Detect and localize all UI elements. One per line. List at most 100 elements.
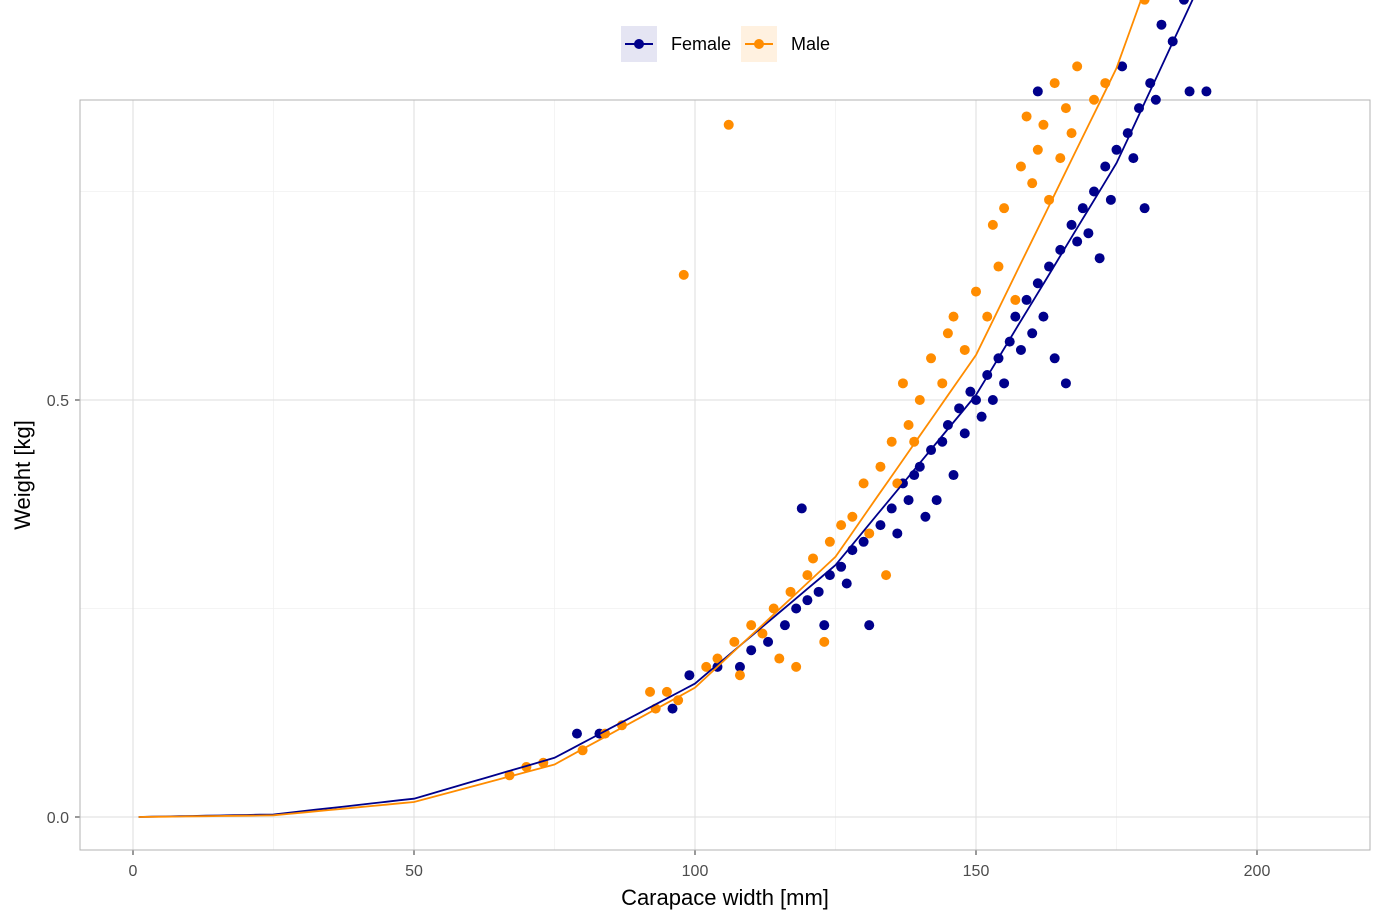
data-point — [1105, 194, 1116, 205]
data-point — [993, 261, 1004, 272]
data-point — [1015, 344, 1026, 355]
data-point — [948, 311, 959, 322]
data-point — [645, 686, 656, 697]
data-point — [1089, 94, 1100, 105]
data-point — [1117, 61, 1128, 72]
fit-line-female — [138, 0, 1194, 818]
data-point — [987, 219, 998, 230]
data-point — [684, 670, 695, 681]
data-point — [796, 503, 807, 514]
data-point — [813, 586, 824, 597]
x-tick-label: 100 — [682, 863, 709, 880]
data-point — [1156, 19, 1167, 30]
data-point — [892, 528, 903, 539]
data-point — [1010, 311, 1021, 322]
data-point — [937, 378, 948, 389]
data-point — [819, 636, 830, 647]
data-point — [903, 495, 914, 506]
data-point — [864, 620, 875, 631]
fit-line-male — [138, 0, 1142, 818]
data-point — [785, 586, 796, 597]
data-point — [661, 686, 672, 697]
data-point — [779, 620, 790, 631]
legend-item-male: Male — [741, 26, 830, 62]
data-point — [914, 461, 925, 472]
data-point — [836, 561, 847, 572]
data-point — [937, 436, 948, 447]
data-point — [1060, 378, 1071, 389]
data-point — [1032, 86, 1043, 97]
data-point — [723, 119, 734, 130]
data-point — [954, 403, 965, 414]
plot-panel — [80, 100, 1370, 850]
y-tick-label: 0.5 — [47, 393, 69, 410]
data-point — [819, 620, 830, 631]
data-point — [982, 311, 993, 322]
series-male — [504, 0, 1150, 781]
x-axis-title: Carapace width [mm] — [621, 885, 829, 910]
data-point — [971, 286, 981, 297]
data-point — [1111, 144, 1122, 155]
legend-key-female — [621, 26, 657, 62]
data-point — [1027, 328, 1038, 339]
data-point — [824, 570, 835, 581]
data-point — [1094, 253, 1105, 264]
data-point — [1010, 294, 1021, 305]
data-point — [1032, 144, 1043, 155]
data-point — [999, 378, 1010, 389]
data-point — [903, 420, 914, 431]
data-point — [1100, 161, 1111, 172]
legend-key-male — [741, 26, 778, 62]
series-female — [571, 0, 1212, 739]
data-point — [886, 503, 897, 514]
data-point — [926, 353, 937, 364]
data-point — [763, 636, 774, 647]
data-point — [897, 378, 908, 389]
data-point — [1038, 311, 1049, 322]
data-point — [959, 344, 970, 355]
data-point — [701, 661, 712, 672]
data-point — [1066, 219, 1077, 230]
data-point — [1184, 86, 1195, 97]
data-point — [1021, 294, 1032, 305]
data-point — [802, 595, 813, 606]
x-tick-label: 200 — [1244, 863, 1271, 880]
data-point — [1083, 228, 1094, 239]
data-point — [914, 395, 925, 405]
data-point — [808, 553, 819, 564]
data-point — [678, 269, 689, 280]
data-point — [864, 528, 875, 539]
data-point — [976, 411, 987, 422]
data-point — [757, 628, 768, 639]
data-point — [1055, 153, 1066, 164]
data-point — [1060, 103, 1071, 114]
data-point — [942, 328, 953, 339]
data-point — [746, 645, 757, 656]
data-point — [712, 653, 723, 664]
data-point — [1139, 203, 1150, 214]
data-point — [734, 661, 745, 672]
data-point — [791, 603, 802, 614]
x-tick-label: 150 — [963, 863, 990, 880]
data-point — [1032, 278, 1043, 289]
data-point — [734, 670, 745, 681]
data-point — [1201, 86, 1212, 97]
data-point — [1178, 0, 1189, 5]
data-point — [1027, 178, 1038, 189]
data-point — [667, 703, 678, 714]
y-tick-label: 0.0 — [47, 810, 69, 827]
data-point — [1128, 153, 1139, 164]
data-point — [1049, 353, 1060, 364]
data-point — [729, 636, 740, 647]
legend-label-male: Male — [791, 33, 831, 54]
data-point — [999, 203, 1010, 214]
data-point — [886, 436, 897, 447]
data-point — [1089, 186, 1100, 197]
data-point — [1038, 119, 1049, 130]
data-point — [1015, 161, 1026, 172]
data-point — [802, 570, 813, 581]
data-point — [836, 520, 847, 531]
x-tick-label: 50 — [405, 863, 423, 880]
